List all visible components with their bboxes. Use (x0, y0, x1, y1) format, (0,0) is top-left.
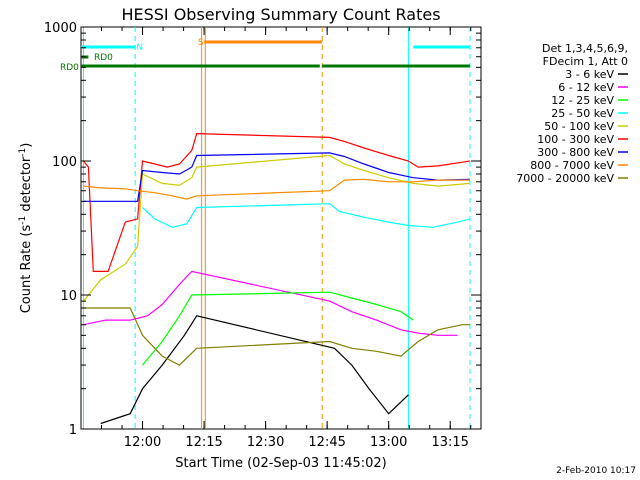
legend-header-0: Det 1,3,4,5,6,9, (542, 42, 628, 55)
y-axis-label-end: ) (19, 143, 34, 148)
y-axis-label-sup2: -1 (18, 148, 28, 157)
series-line-6 (83, 152, 470, 202)
flag-label-0: RD0 (60, 63, 79, 73)
x-axis-label: Start Time (02-Sep-03 11:45:02) (175, 456, 386, 471)
flag-label-3: S (198, 38, 204, 48)
series-line-4 (83, 154, 470, 302)
x-tick-label-5: 13:15 (431, 435, 468, 450)
series-line-5 (83, 132, 470, 272)
legend: Det 1,3,4,5,6,9,FDecim 1, Att 03 - 6 keV… (516, 42, 628, 185)
y-tick-label-0: 1 (69, 423, 77, 438)
legend-label-6: 300 - 800 keV (537, 146, 614, 159)
footer-date: 2-Feb-2010 10:17 (556, 466, 636, 476)
plot-frame (80, 26, 482, 430)
series-line-3 (142, 203, 471, 228)
x-tick-label-2: 12:30 (247, 435, 284, 450)
y-tick-label-1: 10 (60, 289, 77, 304)
legend-label-2: 12 - 25 keV (551, 94, 614, 107)
flag-label-2: N (136, 43, 143, 53)
x-tick-label-0: 12:00 (124, 435, 161, 450)
legend-label-1: 6 - 12 keV (558, 81, 614, 94)
series-line-2 (142, 291, 414, 366)
y-axis-label-mid: detector (19, 156, 34, 216)
series-line-1 (83, 270, 458, 336)
flag-label-1: RD0 (94, 53, 113, 63)
x-tick-label-1: 12:15 (185, 435, 222, 450)
legend-label-0: 3 - 6 keV (565, 68, 614, 81)
series-line-8 (83, 307, 470, 366)
x-tick-label-4: 13:00 (370, 435, 407, 450)
y-axis-label-sup1: -1 (18, 216, 28, 225)
legend-label-3: 25 - 50 keV (551, 107, 614, 120)
legend-label-5: 100 - 300 keV (537, 133, 614, 146)
legend-label-4: 50 - 100 keV (544, 120, 614, 133)
legend-header-1: FDecim 1, Att 0 (543, 55, 628, 68)
x-tick-label-3: 12:45 (308, 435, 345, 450)
y-tick-label-3: 1000 (44, 21, 77, 36)
series-line-7 (83, 178, 470, 200)
chart-title: HESSI Observing Summary Count Rates (121, 5, 440, 24)
y-axis-label-main: Count Rate (s (19, 225, 34, 314)
series-line-0 (100, 315, 409, 425)
y-tick-label-2: 100 (52, 155, 77, 170)
y-axis-label: Count Rate (s-1 detector-1) (18, 143, 34, 314)
legend-label-7: 800 - 7000 keV (530, 159, 614, 172)
legend-label-8: 7000 - 20000 keV (516, 172, 614, 185)
